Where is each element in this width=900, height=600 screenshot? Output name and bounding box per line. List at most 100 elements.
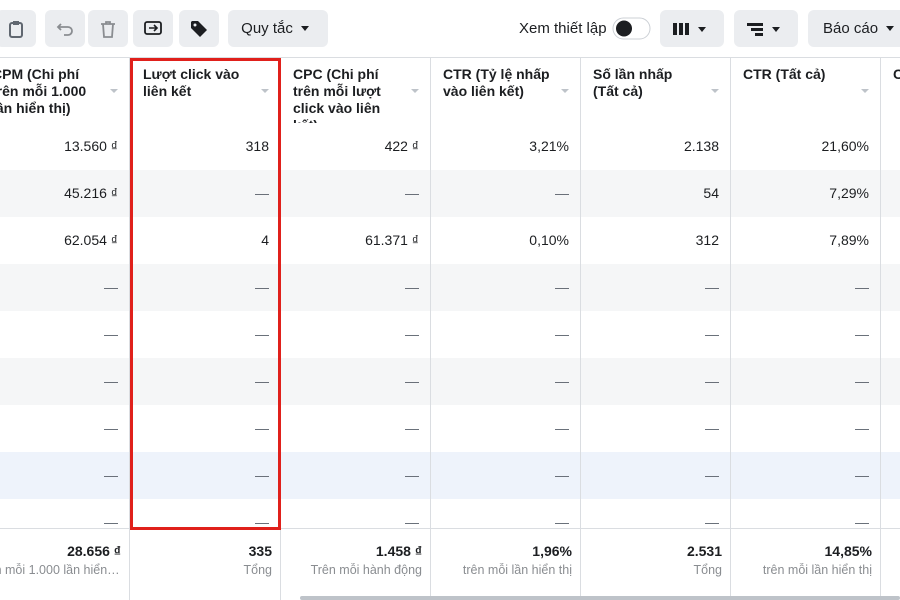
column-divider bbox=[880, 123, 881, 170]
table-cell: — bbox=[855, 373, 869, 389]
column-divider bbox=[430, 217, 431, 264]
total-value: 28.656 ₫ bbox=[67, 543, 121, 559]
total-label: Trên mỗi hành động bbox=[310, 563, 422, 577]
table-cell: — bbox=[855, 514, 869, 530]
table-cell: 13.560 ₫ bbox=[64, 138, 118, 154]
total-value: 14,85% bbox=[824, 543, 872, 559]
total-cell: 2.531 Tổng bbox=[581, 530, 731, 600]
column-divider bbox=[880, 311, 881, 358]
table-cell: — bbox=[855, 467, 869, 483]
clipboard-button[interactable] bbox=[0, 10, 36, 47]
table-row: — — — — — — bbox=[0, 405, 900, 452]
column-divider bbox=[580, 311, 581, 358]
column-divider bbox=[430, 123, 431, 170]
column-divider bbox=[129, 170, 130, 217]
column-divider bbox=[129, 499, 130, 546]
table-row: 45.216 ₫ — — — 54 7,29% bbox=[0, 170, 900, 217]
column-header: CPC (Chi phí trên mỗi lượt click vào liê… bbox=[281, 58, 431, 133]
column-divider bbox=[580, 499, 581, 546]
duplicate-button[interactable] bbox=[133, 10, 173, 47]
table-cell: — bbox=[855, 420, 869, 436]
column-divider bbox=[880, 405, 881, 452]
column-divider bbox=[430, 264, 431, 311]
column-divider bbox=[880, 358, 881, 405]
total-value: 1.458 ₫ bbox=[375, 543, 422, 559]
total-value: 2.531 bbox=[686, 543, 722, 559]
table-row: 13.560 ₫ 318 422 ₫ 3,21% 2.138 21,60% bbox=[0, 123, 900, 170]
sort-dropdown[interactable] bbox=[560, 88, 570, 94]
column-divider bbox=[580, 170, 581, 217]
table-cell: 422 ₫ bbox=[384, 138, 419, 154]
undo-button[interactable] bbox=[45, 10, 85, 47]
table-cell: — bbox=[705, 373, 719, 389]
table-cell: 318 bbox=[245, 138, 269, 154]
table-row: — — — — — — bbox=[0, 499, 900, 546]
table-row: — — — — — — bbox=[0, 358, 900, 405]
table-row: — — — — — — bbox=[0, 311, 900, 358]
table-cell: — bbox=[405, 185, 419, 201]
column-divider bbox=[580, 452, 581, 499]
sort-dropdown[interactable] bbox=[109, 88, 119, 94]
total-value: 335 bbox=[248, 543, 272, 559]
table-cell: 45.216 ₫ bbox=[64, 185, 118, 201]
table-row: — — — — — — bbox=[0, 264, 900, 311]
column-divider bbox=[880, 170, 881, 217]
total-label: trên mỗi lần hiển thị bbox=[462, 563, 572, 577]
table-cell: — bbox=[555, 420, 569, 436]
breakdown-button[interactable] bbox=[734, 10, 798, 47]
column-divider bbox=[880, 217, 881, 264]
view-settings-toggle[interactable] bbox=[612, 17, 652, 41]
column-divider bbox=[730, 217, 731, 264]
column-divider bbox=[730, 499, 731, 546]
delete-button[interactable] bbox=[88, 10, 128, 47]
sort-dropdown[interactable] bbox=[860, 88, 870, 94]
sort-dropdown[interactable] bbox=[260, 88, 270, 94]
table-cell: — bbox=[255, 420, 269, 436]
table-cell: 7,29% bbox=[829, 185, 869, 201]
table-cell: 0,10% bbox=[529, 232, 569, 248]
table-cell: 312 bbox=[695, 232, 719, 248]
column-divider bbox=[430, 499, 431, 546]
table-cell: — bbox=[104, 373, 118, 389]
column-divider bbox=[430, 358, 431, 405]
column-divider bbox=[129, 358, 130, 405]
table-cell: — bbox=[104, 279, 118, 295]
column-divider bbox=[430, 405, 431, 452]
column-divider bbox=[880, 499, 881, 546]
column-divider bbox=[430, 170, 431, 217]
table-cell: — bbox=[705, 420, 719, 436]
sort-dropdown[interactable] bbox=[410, 88, 420, 94]
column-divider bbox=[730, 358, 731, 405]
table-cell: 3,21% bbox=[529, 138, 569, 154]
column-divider bbox=[580, 217, 581, 264]
column-divider bbox=[129, 452, 130, 499]
column-divider bbox=[730, 264, 731, 311]
table-cell: — bbox=[555, 514, 569, 530]
table-cell: — bbox=[405, 326, 419, 342]
table-cell: — bbox=[255, 373, 269, 389]
column-header: Số lần nhấp (Tất cả) bbox=[581, 58, 731, 123]
sort-dropdown[interactable] bbox=[710, 88, 720, 94]
column-divider bbox=[580, 123, 581, 170]
tag-button[interactable] bbox=[179, 10, 219, 47]
table-cell: — bbox=[705, 326, 719, 342]
data-table: CPM (Chi phí trên mỗi 1.000 lần hiển thị… bbox=[0, 57, 900, 600]
column-divider bbox=[580, 405, 581, 452]
table-cell: — bbox=[555, 373, 569, 389]
column-divider bbox=[730, 123, 731, 170]
columns-button[interactable] bbox=[660, 10, 724, 47]
table-cell: 61.371 ₫ bbox=[365, 232, 419, 248]
reports-button[interactable]: Báo cáo bbox=[808, 10, 900, 47]
table-cell: — bbox=[104, 467, 118, 483]
table-cell: — bbox=[405, 514, 419, 530]
total-value: 1,96% bbox=[532, 543, 572, 559]
reports-label: Báo cáo bbox=[823, 20, 879, 37]
rules-button[interactable]: Quy tắc bbox=[228, 10, 328, 47]
table-cell: — bbox=[405, 467, 419, 483]
total-label: Tổng bbox=[243, 563, 273, 577]
table-cell: — bbox=[855, 326, 869, 342]
column-divider bbox=[580, 358, 581, 405]
table-cell: — bbox=[405, 373, 419, 389]
view-settings-label: Xem thiết lập bbox=[519, 20, 607, 37]
